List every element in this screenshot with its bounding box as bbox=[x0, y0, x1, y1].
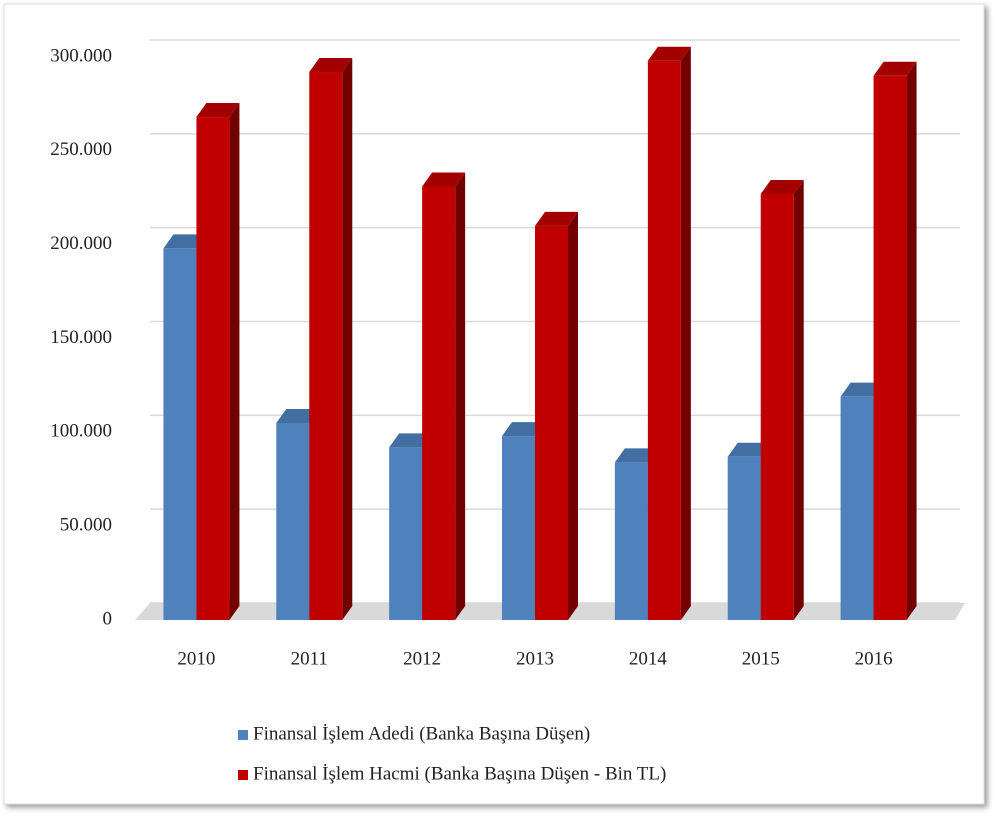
bar-top bbox=[760, 179, 804, 194]
bar-top bbox=[614, 448, 658, 463]
bar-top bbox=[196, 103, 240, 118]
y-tick-label: 0 bbox=[103, 608, 113, 629]
bar-front bbox=[309, 72, 343, 621]
bar bbox=[647, 46, 691, 620]
bar-top bbox=[276, 408, 320, 423]
bar-front bbox=[760, 193, 794, 620]
bar-top bbox=[309, 58, 353, 73]
bar-front bbox=[727, 456, 761, 620]
bar-front bbox=[535, 225, 568, 620]
bar-front bbox=[840, 396, 874, 620]
bar-side bbox=[229, 103, 240, 620]
bar-top bbox=[389, 433, 433, 448]
bar-front bbox=[389, 447, 423, 620]
bar-top bbox=[873, 61, 917, 76]
bar bbox=[422, 172, 466, 621]
bar-front bbox=[422, 186, 456, 621]
legend-label: Finansal İşlem Hacmi (Banka Başına Düşen… bbox=[253, 763, 666, 784]
chart-frame bbox=[3, 3, 985, 805]
bar bbox=[873, 61, 917, 621]
bar bbox=[760, 179, 804, 620]
bar-side bbox=[680, 46, 691, 620]
bar-front bbox=[502, 436, 535, 620]
bar-side bbox=[906, 61, 917, 621]
bar-front bbox=[614, 462, 648, 620]
bar-side bbox=[568, 211, 578, 620]
bar-front bbox=[276, 422, 310, 620]
bar-top bbox=[163, 234, 207, 249]
x-tick-label: 2011 bbox=[291, 648, 328, 669]
bar-front bbox=[163, 248, 197, 621]
bar-side bbox=[455, 172, 466, 621]
bar-top bbox=[840, 382, 884, 397]
bar-front bbox=[647, 60, 681, 620]
y-tick-label: 150.000 bbox=[50, 327, 112, 348]
x-tick-label: 2012 bbox=[403, 648, 441, 669]
x-tick-label: 2015 bbox=[742, 648, 780, 669]
legend-swatch bbox=[238, 770, 248, 780]
bar-top bbox=[422, 172, 466, 187]
bar bbox=[535, 211, 578, 620]
bar-front bbox=[873, 75, 907, 621]
x-tick-label: 2016 bbox=[855, 648, 893, 669]
legend-swatch bbox=[238, 730, 248, 740]
y-tick-label: 250.000 bbox=[50, 139, 112, 160]
x-tick-label: 2010 bbox=[177, 648, 215, 669]
bar bbox=[196, 103, 240, 620]
x-tick-label: 2013 bbox=[516, 648, 554, 669]
legend-label: Finansal İşlem Adedi (Banka Başına Düşen… bbox=[253, 723, 590, 744]
y-tick-label: 200.000 bbox=[50, 233, 112, 254]
y-tick-label: 100.000 bbox=[50, 421, 112, 442]
bar-front bbox=[196, 117, 230, 620]
y-tick-label: 50.000 bbox=[60, 515, 112, 536]
bar bbox=[309, 58, 353, 621]
bar-top bbox=[647, 46, 691, 61]
x-tick-label: 2014 bbox=[629, 648, 668, 669]
bar-side bbox=[342, 58, 353, 621]
bar-top bbox=[535, 211, 578, 226]
bar-top bbox=[727, 442, 771, 457]
bar-top bbox=[502, 422, 545, 437]
bar-side bbox=[793, 179, 804, 620]
y-tick-label: 300.000 bbox=[50, 45, 112, 66]
